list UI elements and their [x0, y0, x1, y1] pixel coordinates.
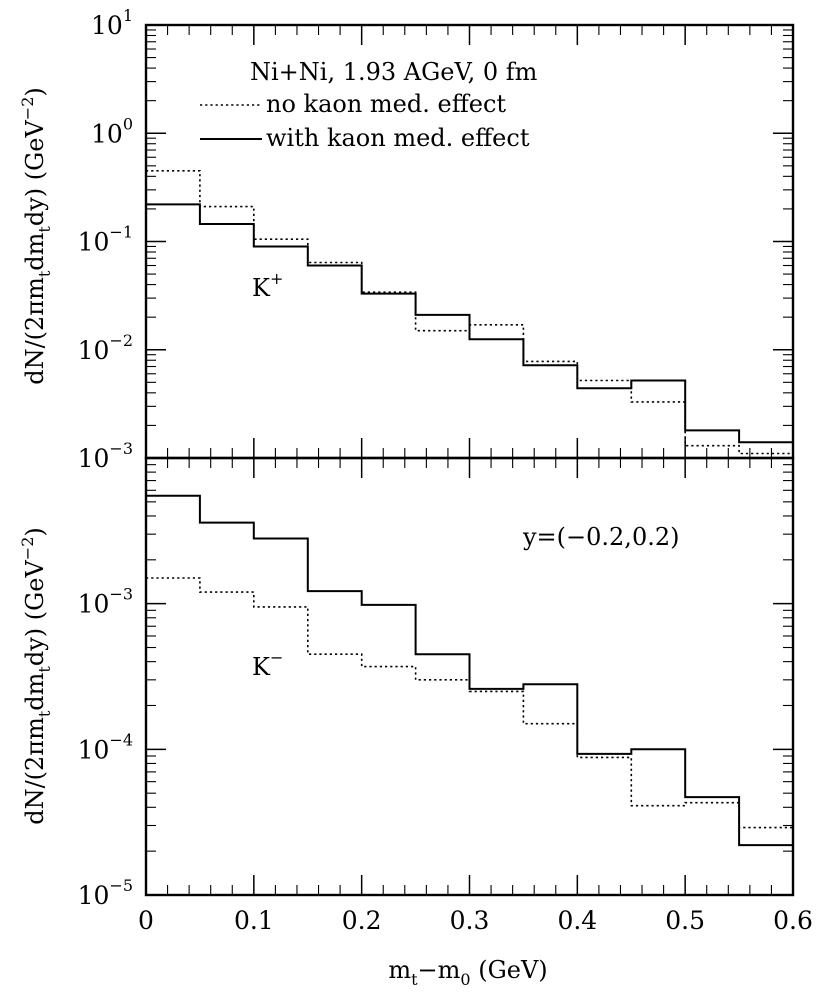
x-tick-label: 0.2: [342, 906, 382, 935]
y-axis-title-bottom: dN/(2πmtdmtdy) (GeV−2): [18, 527, 54, 825]
collision-title: Ni+Ni, 1.93 AGeV, 0 fm: [250, 58, 538, 86]
x-tick-label: 0.1: [234, 906, 274, 935]
x-tick-label: 0.5: [665, 906, 705, 935]
y-tick-label: 101: [91, 6, 133, 40]
y-tick-label: 10−5: [78, 876, 133, 910]
panel-kminus: 10−3 10−4 10−50 0.1 0.2 0.3 0.4 0.5 0.6: [78, 456, 813, 935]
legend-label-with-medium: with kaon med. effect: [266, 124, 530, 152]
rapidity-range: y=(−0.2,0.2): [522, 523, 679, 551]
legend-label-no-medium: no kaon med. effect: [266, 90, 506, 118]
series-with-medium-effect: [146, 494, 793, 847]
y-tick-label: 100: [91, 114, 133, 148]
y-tick-label: 10−3: [78, 439, 133, 473]
y-tick-label: 10−2: [78, 331, 133, 365]
kminus-label: K−: [252, 648, 283, 681]
kplus-label: K+: [252, 269, 283, 302]
x-tick-label: 0: [138, 906, 154, 935]
x-axis-title: mt−m0 (GeV): [388, 956, 547, 989]
y-axis-title-top: dN/(2πmtdmtdy) (GeV−2): [18, 87, 54, 385]
series-no-medium-effect: [146, 170, 793, 455]
y-tick-label: 10−3: [78, 585, 133, 619]
x-tick-label: 0.6: [773, 906, 813, 935]
x-tick-label: 0.3: [450, 906, 490, 935]
y-tick-label: 10−1: [78, 223, 133, 257]
x-tick-label: 0.4: [557, 906, 597, 935]
y-tick-label: 10−4: [78, 730, 133, 764]
series-no-medium-effect: [146, 577, 793, 829]
series-with-medium-effect: [146, 203, 793, 444]
